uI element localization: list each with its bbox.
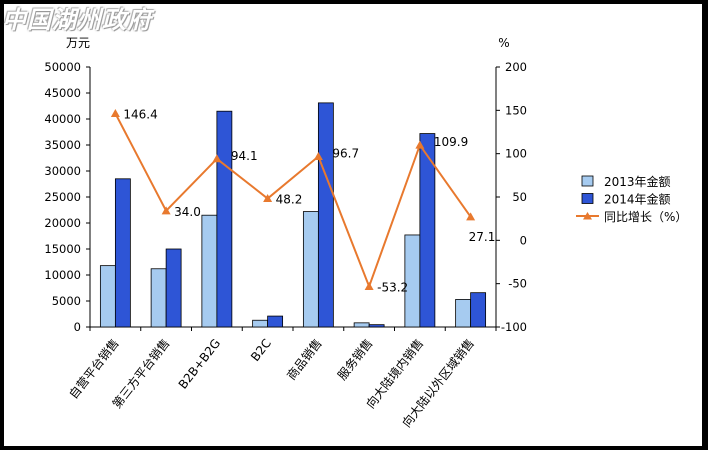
- category-label: B2C: [248, 336, 274, 364]
- growth-data-label: 146.4: [123, 107, 157, 121]
- growth-data-label: 94.1: [231, 149, 258, 163]
- bar-2014: [267, 315, 284, 328]
- bar-2013: [150, 268, 167, 328]
- right-tick-label: 0: [520, 233, 527, 247]
- left-tick-label: 35000: [44, 138, 81, 152]
- bar-2013: [302, 211, 319, 328]
- category-label: 自营平台销售: [66, 336, 122, 402]
- left-tick-label: 15000: [44, 242, 81, 256]
- growth-data-label: 48.2: [276, 193, 303, 207]
- left-tick-label: 5000: [52, 294, 81, 308]
- category-label: 服务销售: [334, 336, 375, 383]
- legend-label: 2013年金额: [604, 174, 671, 189]
- legend-swatch: [581, 175, 594, 187]
- growth-marker: [161, 206, 171, 215]
- right-tick-label: 150: [505, 103, 527, 117]
- left-tick-label: 40000: [44, 112, 81, 126]
- legend-label: 同比增长（%）: [604, 210, 687, 224]
- right-tick-label: -50: [508, 277, 527, 291]
- bar-2014: [216, 110, 233, 328]
- combo-chart: 0 5000 10000 15000 20000 25000 30000 35000 40000…: [44, 36, 687, 430]
- growth-marker: [364, 281, 374, 290]
- growth-marker: [313, 152, 323, 161]
- watermark-logo: 中国湖州政府: [2, 5, 152, 34]
- legend-swatch-marker: [583, 212, 592, 220]
- chart-panel: 0 5000 10000 15000 20000 25000 30000 35000 40000…: [4, 4, 702, 446]
- left-tick-label: 20000: [44, 216, 81, 230]
- category-label: B2B+B2G: [176, 336, 224, 391]
- bar-2014: [114, 178, 131, 328]
- growth-marker: [263, 194, 273, 203]
- bar-2014: [368, 324, 385, 328]
- bar-2014: [419, 133, 436, 328]
- bar-2013: [455, 299, 472, 328]
- left-tick-label: 45000: [44, 86, 81, 100]
- category-label: 商品销售: [283, 336, 324, 383]
- right-tick-label: -100: [501, 320, 527, 334]
- left-tick-label: 50000: [44, 60, 81, 74]
- left-tick-label: 30000: [44, 164, 81, 178]
- growth-data-label: 27.1: [469, 230, 496, 244]
- growth-marker: [466, 212, 476, 221]
- left-tick-label: 10000: [44, 268, 81, 282]
- growth-marker: [110, 108, 120, 117]
- bar-2014: [165, 248, 182, 328]
- right-axis-unit: %: [498, 36, 509, 50]
- bar-2013: [252, 319, 269, 328]
- growth-marker: [212, 154, 222, 163]
- growth-marker: [415, 140, 425, 149]
- legend-swatch: [581, 193, 594, 204]
- bar-2013: [99, 265, 116, 328]
- left-tick-label: 25000: [44, 190, 81, 204]
- growth-data-label: -53.2: [377, 280, 408, 294]
- right-tick-label: 100: [505, 147, 527, 161]
- bar-2013: [353, 322, 370, 328]
- right-tick-label: 50: [512, 190, 527, 204]
- legend-label: 2014年金额: [604, 192, 671, 207]
- bar-2014: [317, 102, 334, 328]
- growth-line: [114, 112, 472, 290]
- right-tick-label: 200: [505, 60, 527, 74]
- growth-data-label: 96.7: [332, 147, 359, 161]
- left-axis-unit: 万元: [66, 36, 90, 50]
- bar-2013: [201, 214, 218, 328]
- growth-data-label: 109.9: [434, 135, 468, 149]
- left-tick-label: 0: [74, 320, 81, 334]
- growth-data-label: 34.0: [174, 205, 201, 219]
- bar-2014: [470, 292, 487, 328]
